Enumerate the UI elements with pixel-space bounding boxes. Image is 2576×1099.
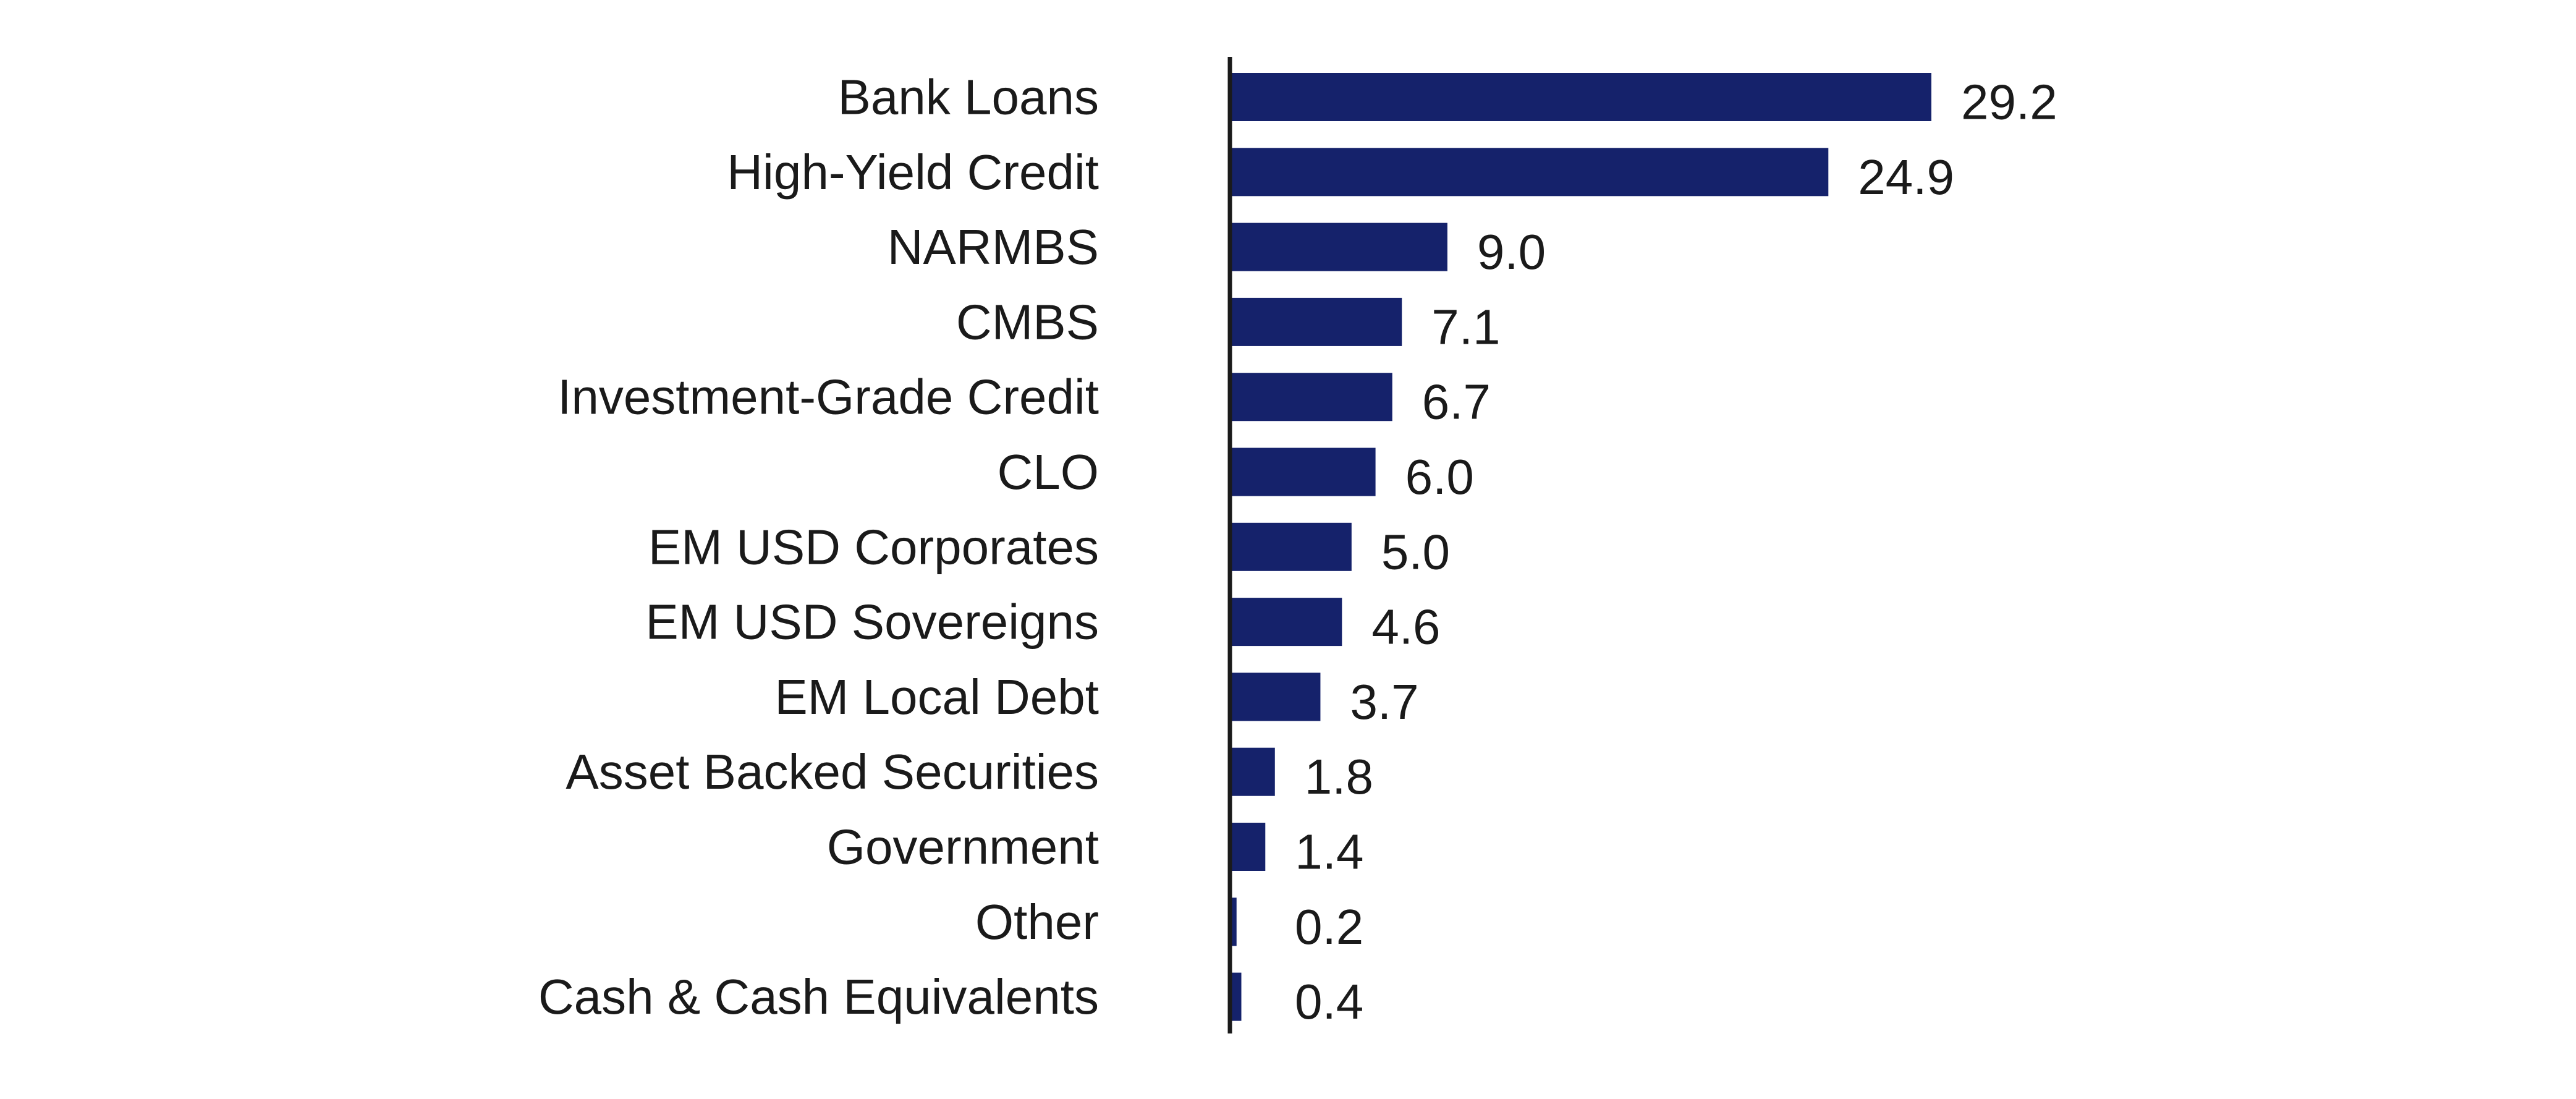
value-label-em-local-debt: 3.7: [1350, 674, 1418, 729]
category-label-investment-grade-credit: Investment-Grade Credit: [557, 370, 1099, 425]
bar-clo: [1232, 448, 1376, 496]
category-label-cash-and-cash-equivalents: Cash & Cash Equivalents: [538, 969, 1099, 1024]
category-label-government: Government: [827, 820, 1099, 875]
category-label-other: Other: [975, 894, 1099, 949]
category-label-cmbs: CMBS: [956, 294, 1099, 349]
value-label-narmbs: 9.0: [1477, 224, 1546, 279]
value-labels: 29.224.9 9.0 7.1 6.7 6.0 5.0 4.6 3.7 1.8 1.4 0.2 0.…: [1295, 75, 2057, 1030]
bar-em-local-debt: [1232, 673, 1321, 721]
value-label-other: 0.2: [1295, 899, 1363, 954]
value-label-government: 1.4: [1295, 825, 1363, 880]
bar-government: [1232, 823, 1266, 871]
category-label-bank-loans: Bank Loans: [837, 70, 1099, 125]
bar-investment-grade-credit: [1232, 373, 1392, 422]
bar-narmbs: [1232, 223, 1447, 271]
bar-asset-backed-securities: [1232, 747, 1275, 796]
category-label-em-usd-corporates: EM USD Corporates: [648, 519, 1099, 574]
value-label-investment-grade-credit: 6.7: [1422, 375, 1491, 430]
bar-em-usd-corporates: [1232, 522, 1352, 571]
category-label-em-usd-sovereigns: EM USD Sovereigns: [645, 595, 1099, 650]
category-label-asset-backed-securities: Asset Backed Securities: [566, 744, 1099, 799]
value-label-em-usd-corporates: 5.0: [1381, 524, 1450, 579]
value-label-em-usd-sovereigns: 4.6: [1371, 600, 1440, 655]
bar-cash-and-cash-equivalents: [1232, 972, 1242, 1021]
value-label-clo: 6.0: [1405, 449, 1474, 504]
category-label-clo: CLO: [998, 444, 1099, 499]
value-label-bank-loans: 29.2: [1961, 75, 2057, 130]
bars-group: [1232, 73, 1931, 1021]
value-label-high-yield-credit: 24.9: [1858, 150, 1954, 205]
bar-bank-loans: [1232, 73, 1931, 121]
bar-em-usd-sovereigns: [1232, 598, 1342, 647]
value-label-cmbs: 7.1: [1431, 299, 1500, 354]
value-label-asset-backed-securities: 1.8: [1305, 749, 1373, 804]
category-label-narmbs: NARMBS: [888, 219, 1099, 274]
bar-other: [1232, 897, 1237, 946]
value-label-cash-and-cash-equivalents: 0.4: [1295, 974, 1363, 1029]
bar-cmbs: [1232, 297, 1402, 346]
category-labels: Bank Loans High-Yield Credit NARMBS CMBS Inv…: [538, 70, 1099, 1025]
bar-high-yield-credit: [1232, 148, 1829, 197]
category-label-high-yield-credit: High-Yield Credit: [727, 145, 1099, 200]
category-label-em-local-debt: EM Local Debt: [774, 669, 1099, 724]
